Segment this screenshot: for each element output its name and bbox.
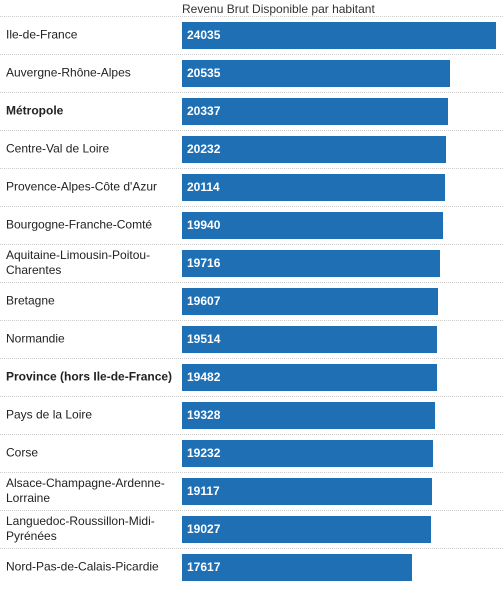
bar-value-label: 20337: [187, 104, 221, 118]
category-label: Alsace-Champagne-Ardenne-Lorraine: [6, 476, 165, 505]
bar-value-label: 19607: [187, 294, 221, 308]
row-separator: [0, 16, 503, 17]
bar: [182, 326, 437, 353]
bar-value-label: 19940: [187, 218, 221, 232]
row-separator: [0, 472, 503, 473]
chart-row: Provence-Alpes-Côte d'Azur 20114: [0, 168, 503, 206]
bar: [182, 478, 432, 505]
bar: [182, 402, 435, 429]
chart-row: Languedoc-Roussillon-Midi-Pyrénées 19027: [0, 510, 503, 548]
row-separator: [0, 358, 503, 359]
bar: [182, 174, 445, 201]
bar: [182, 250, 440, 277]
category-label: Bretagne: [6, 293, 55, 308]
bar-value-label: 20232: [187, 142, 221, 156]
chart-row: Bretagne 19607: [0, 282, 503, 320]
row-separator: [0, 282, 503, 283]
bar-value-label: 19232: [187, 446, 221, 460]
row-separator: [0, 54, 503, 55]
bar: [182, 288, 438, 315]
bar-value-label: 20535: [187, 66, 221, 80]
category-label: Provence-Alpes-Côte d'Azur: [6, 179, 158, 194]
bar-value-label: 19027: [187, 522, 221, 536]
bar: [182, 554, 412, 581]
bar-value-label: 19117: [187, 484, 220, 498]
bar: [182, 364, 437, 391]
category-label: Aquitaine-Limousin-Poitou-Charentes: [6, 248, 151, 277]
category-label: Nord-Pas-de-Calais-Picardie: [6, 559, 159, 574]
bar-value-label: 19482: [187, 370, 221, 384]
row-separator: [0, 396, 503, 397]
category-label: Languedoc-Roussillon-Midi-Pyrénées: [6, 514, 155, 543]
bar: [182, 136, 446, 163]
category-label: Auvergne-Rhône-Alpes: [6, 65, 131, 80]
chart-row: Métropole 20337: [0, 92, 503, 130]
bar-value-label: 19328: [187, 408, 221, 422]
bar-value-label: 17617: [187, 560, 221, 574]
row-separator: [0, 92, 503, 93]
category-label: Bourgogne-Franche-Comté: [6, 217, 153, 232]
chart-title: Revenu Brut Disponible par habitant: [182, 2, 375, 16]
row-separator: [0, 510, 503, 511]
category-label: Corse: [6, 445, 39, 460]
bar: [182, 440, 433, 467]
row-separator: [0, 320, 503, 321]
row-separator: [0, 168, 503, 169]
chart-row: Auvergne-Rhône-Alpes 20535: [0, 54, 503, 92]
chart-row: Bourgogne-Franche-Comté 19940: [0, 206, 503, 244]
category-label: Normandie: [6, 331, 65, 346]
chart-row: Aquitaine-Limousin-Poitou-Charentes 19716: [0, 244, 503, 282]
row-separator: [0, 434, 503, 435]
chart-row: Corse 19232: [0, 434, 503, 472]
row-separator: [0, 244, 503, 245]
category-label: Ile-de-France: [6, 27, 78, 42]
category-label: Métropole: [6, 103, 64, 118]
row-separator: [0, 130, 503, 131]
row-separator: [0, 548, 503, 549]
bar-value-label: 19514: [187, 332, 221, 346]
chart-row: Province (hors Ile-de-France) 19482: [0, 358, 503, 396]
chart-row: Nord-Pas-de-Calais-Picardie 17617: [0, 548, 503, 586]
bar-value-label: 24035: [187, 28, 221, 42]
chart-row: Centre-Val de Loire 20232: [0, 130, 503, 168]
chart-row: Ile-de-France 24035: [0, 16, 503, 54]
category-label: Province (hors Ile-de-France): [6, 369, 173, 384]
bar: [182, 98, 448, 125]
chart-row: Alsace-Champagne-Ardenne-Lorraine 19117: [0, 472, 503, 510]
category-label: Centre-Val de Loire: [6, 141, 110, 156]
bar-value-label: 20114: [187, 180, 220, 194]
chart-row: Normandie 19514: [0, 320, 503, 358]
category-label: Pays de la Loire: [6, 407, 93, 422]
bar: [182, 22, 496, 49]
bar: [182, 60, 450, 87]
row-separator: [0, 206, 503, 207]
bar: [182, 516, 431, 543]
bar-value-label: 19716: [187, 256, 221, 270]
bar: [182, 212, 443, 239]
chart-row: Pays de la Loire 19328: [0, 396, 503, 434]
